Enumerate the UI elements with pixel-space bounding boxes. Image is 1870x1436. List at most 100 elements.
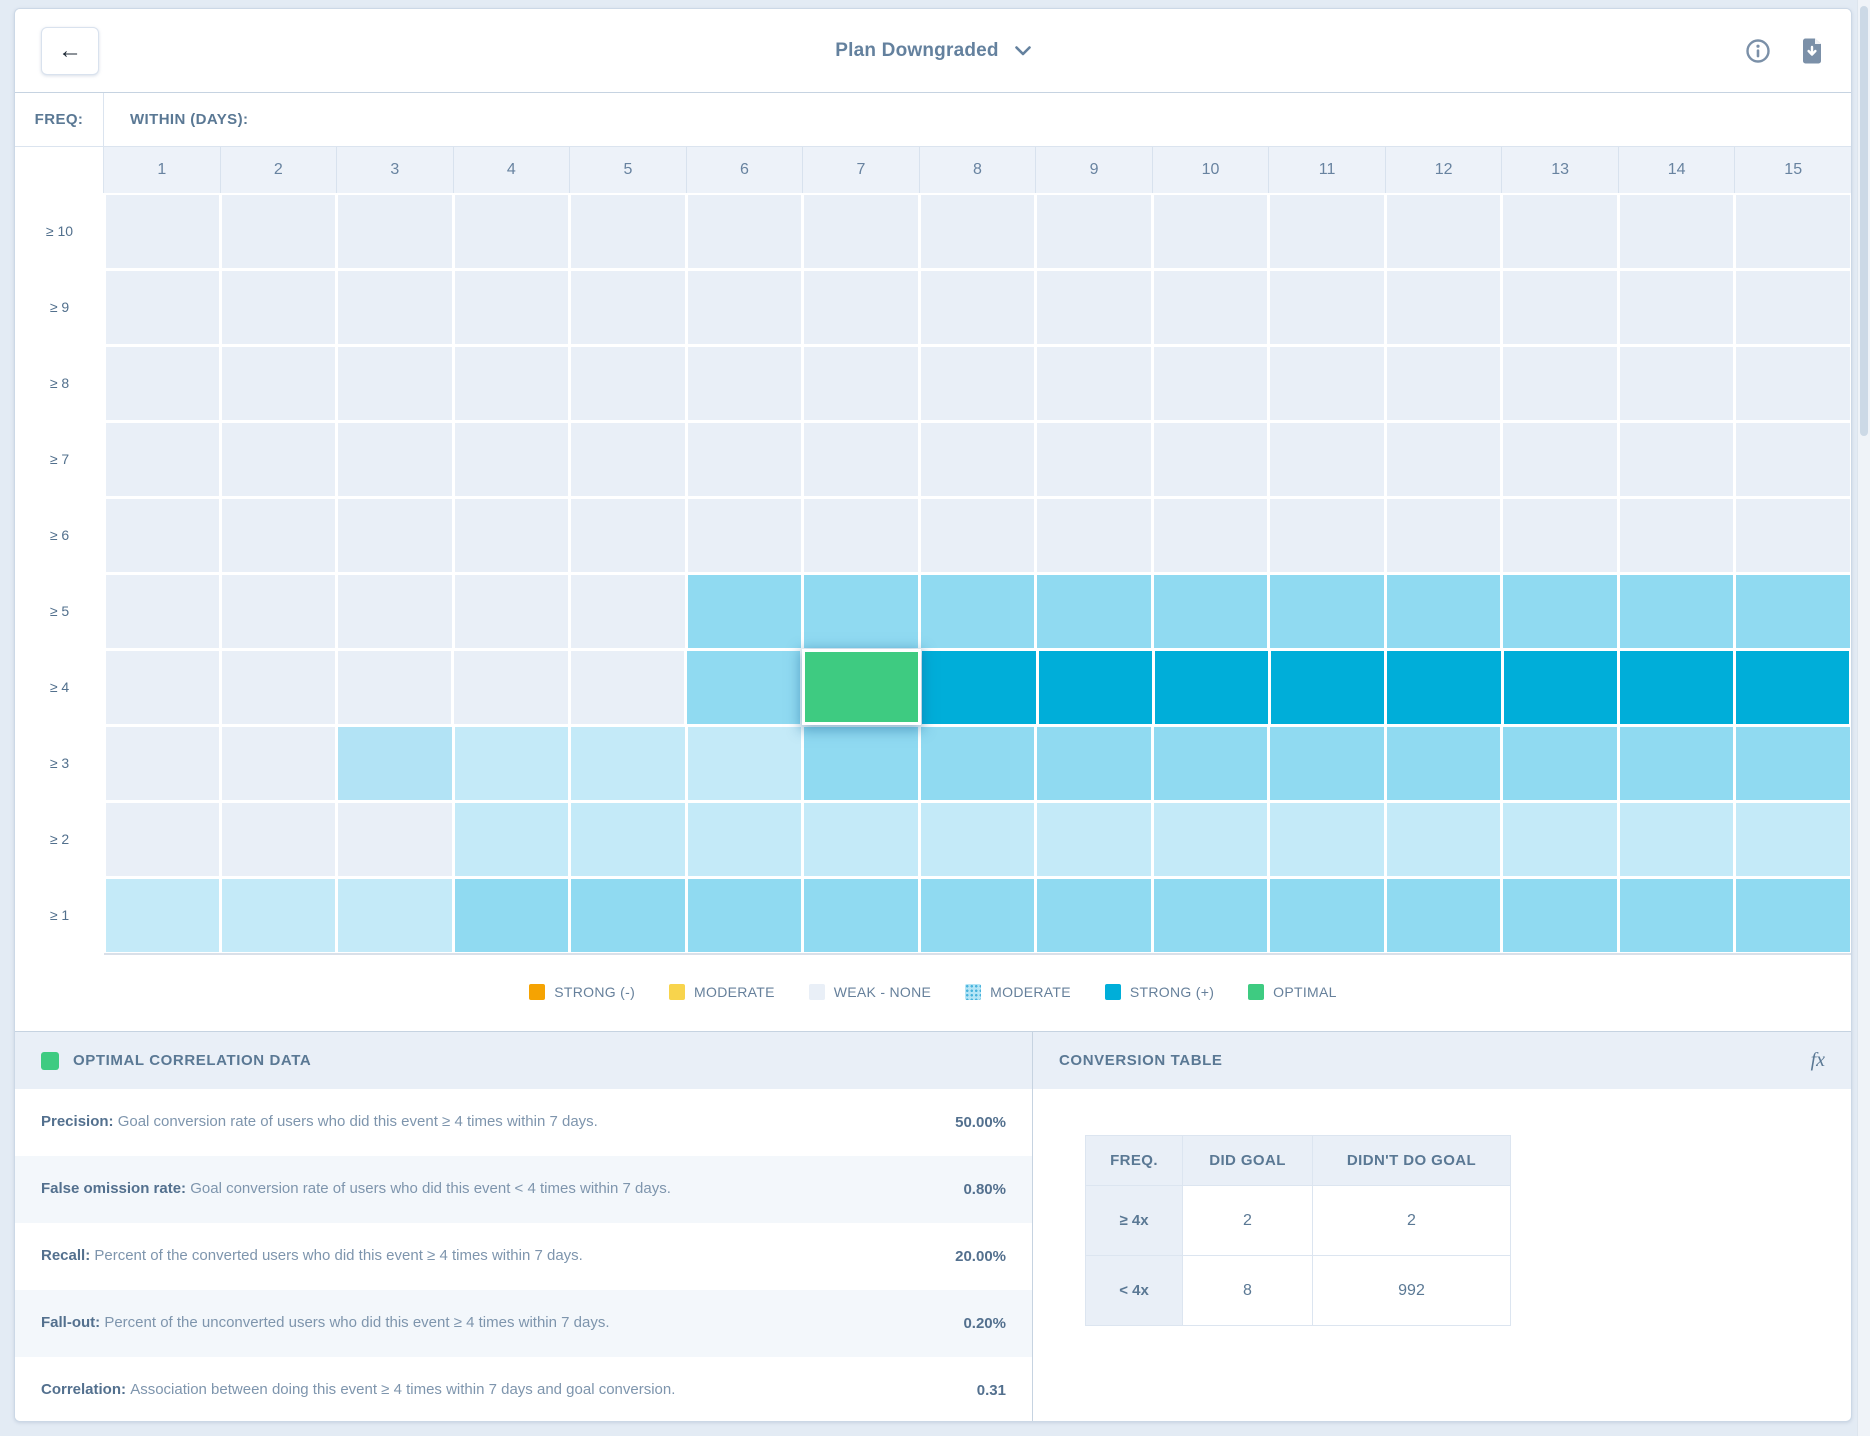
heatmap-cell[interactable] xyxy=(1037,346,1151,420)
scrollbar-thumb[interactable] xyxy=(1860,6,1868,436)
heatmap-cell[interactable] xyxy=(105,726,219,800)
heatmap-cell[interactable] xyxy=(1736,194,1850,268)
heatmap-cell[interactable] xyxy=(338,422,452,496)
heatmap-cell[interactable] xyxy=(338,270,452,344)
heatmap-cell[interactable] xyxy=(338,194,452,268)
heatmap-cell[interactable] xyxy=(1153,802,1268,876)
heatmap-cell[interactable] xyxy=(1619,650,1734,724)
heatmap-cell[interactable] xyxy=(1619,194,1734,268)
heatmap-cell[interactable] xyxy=(1154,650,1269,724)
heatmap-cell[interactable] xyxy=(687,346,802,420)
heatmap-cell[interactable] xyxy=(105,498,219,572)
heatmap-cell[interactable] xyxy=(221,194,336,268)
heatmap-cell-selected[interactable] xyxy=(801,649,921,725)
vertical-scrollbar[interactable] xyxy=(1857,0,1870,1436)
heatmap-cell[interactable] xyxy=(1270,194,1384,268)
heatmap-cell[interactable] xyxy=(454,422,569,496)
heatmap-cell[interactable] xyxy=(1271,650,1385,724)
heatmap-cell[interactable] xyxy=(571,878,685,952)
heatmap-cell[interactable] xyxy=(1386,574,1501,648)
heatmap-cell[interactable] xyxy=(1037,270,1151,344)
heatmap-cell[interactable] xyxy=(1270,422,1384,496)
heatmap-cell[interactable] xyxy=(1153,194,1268,268)
heatmap-cell[interactable] xyxy=(1270,878,1384,952)
heatmap-cell[interactable] xyxy=(1153,878,1268,952)
heatmap-cell[interactable] xyxy=(221,726,336,800)
info-icon[interactable] xyxy=(1745,38,1771,64)
heatmap-cell[interactable] xyxy=(1503,574,1617,648)
heatmap-cell[interactable] xyxy=(1503,726,1617,800)
heatmap-cell[interactable] xyxy=(1386,498,1501,572)
heatmap-cell[interactable] xyxy=(454,878,569,952)
heatmap-cell[interactable] xyxy=(338,650,452,724)
heatmap-cell[interactable] xyxy=(1270,574,1384,648)
heatmap-cell[interactable] xyxy=(1736,498,1850,572)
heatmap-cell[interactable] xyxy=(571,346,685,420)
heatmap-cell[interactable] xyxy=(338,346,452,420)
heatmap-cell[interactable] xyxy=(1037,726,1151,800)
heatmap-cell[interactable] xyxy=(1386,194,1501,268)
heatmap-cell[interactable] xyxy=(105,878,219,952)
heatmap-cell[interactable] xyxy=(1503,498,1617,572)
heatmap-cell[interactable] xyxy=(1270,802,1384,876)
heatmap-cell[interactable] xyxy=(571,270,685,344)
heatmap-cell[interactable] xyxy=(1270,726,1384,800)
heatmap-cell[interactable] xyxy=(1736,802,1850,876)
heatmap-cell[interactable] xyxy=(920,574,1035,648)
heatmap-cell[interactable] xyxy=(1153,574,1268,648)
heatmap-cell[interactable] xyxy=(920,878,1035,952)
heatmap-cell[interactable] xyxy=(1619,878,1734,952)
heatmap-cell[interactable] xyxy=(804,346,918,420)
heatmap-cell[interactable] xyxy=(570,650,684,724)
heatmap-cell[interactable] xyxy=(1037,802,1151,876)
heatmap-cell[interactable] xyxy=(1736,270,1850,344)
heatmap-cell[interactable] xyxy=(1270,498,1384,572)
heatmap-cell[interactable] xyxy=(920,346,1035,420)
heatmap-cell[interactable] xyxy=(221,878,336,952)
heatmap-cell[interactable] xyxy=(920,422,1035,496)
heatmap-cell[interactable] xyxy=(571,574,685,648)
heatmap-cell[interactable] xyxy=(105,270,219,344)
back-button[interactable]: ← xyxy=(41,26,99,75)
heatmap-cell[interactable] xyxy=(1386,726,1501,800)
heatmap-cell[interactable] xyxy=(920,802,1035,876)
heatmap-cell[interactable] xyxy=(105,574,219,648)
heatmap-cell[interactable] xyxy=(1619,726,1734,800)
heatmap-cell[interactable] xyxy=(454,802,569,876)
heatmap-cell[interactable] xyxy=(1619,574,1734,648)
heatmap-cell[interactable] xyxy=(221,346,336,420)
heatmap-cell[interactable] xyxy=(1386,346,1501,420)
heatmap-cell[interactable] xyxy=(105,346,219,420)
heatmap-cell[interactable] xyxy=(221,422,336,496)
heatmap-cell[interactable] xyxy=(1386,270,1501,344)
heatmap-cell[interactable] xyxy=(338,498,452,572)
heatmap-cell[interactable] xyxy=(920,194,1035,268)
heatmap-cell[interactable] xyxy=(454,346,569,420)
heatmap-cell[interactable] xyxy=(1619,346,1734,420)
heatmap-cell[interactable] xyxy=(1386,802,1501,876)
heatmap-cell[interactable] xyxy=(1619,802,1734,876)
heatmap-cell[interactable] xyxy=(105,802,219,876)
heatmap-cell[interactable] xyxy=(571,726,685,800)
heatmap-cell[interactable] xyxy=(687,802,802,876)
heatmap-cell[interactable] xyxy=(1270,346,1384,420)
heatmap-cell[interactable] xyxy=(1736,346,1850,420)
heatmap-cell[interactable] xyxy=(1503,194,1617,268)
heatmap-cell[interactable] xyxy=(1619,270,1734,344)
formula-fx-icon[interactable]: fx xyxy=(1810,1049,1825,1071)
heatmap-cell[interactable] xyxy=(105,422,219,496)
heatmap-cell[interactable] xyxy=(1619,498,1734,572)
heatmap-cell[interactable] xyxy=(687,270,802,344)
heatmap-cell[interactable] xyxy=(686,650,801,724)
heatmap-cell[interactable] xyxy=(1736,878,1850,952)
heatmap-cell[interactable] xyxy=(1736,574,1850,648)
heatmap-cell[interactable] xyxy=(687,194,802,268)
heatmap-cell[interactable] xyxy=(1153,270,1268,344)
heatmap-cell[interactable] xyxy=(804,498,918,572)
heatmap-cell[interactable] xyxy=(1153,422,1268,496)
heatmap-cell[interactable] xyxy=(1503,346,1617,420)
heatmap-cell[interactable] xyxy=(221,270,336,344)
heatmap-cell[interactable] xyxy=(1153,726,1268,800)
heatmap-cell[interactable] xyxy=(1386,422,1501,496)
heatmap-cell[interactable] xyxy=(221,498,336,572)
